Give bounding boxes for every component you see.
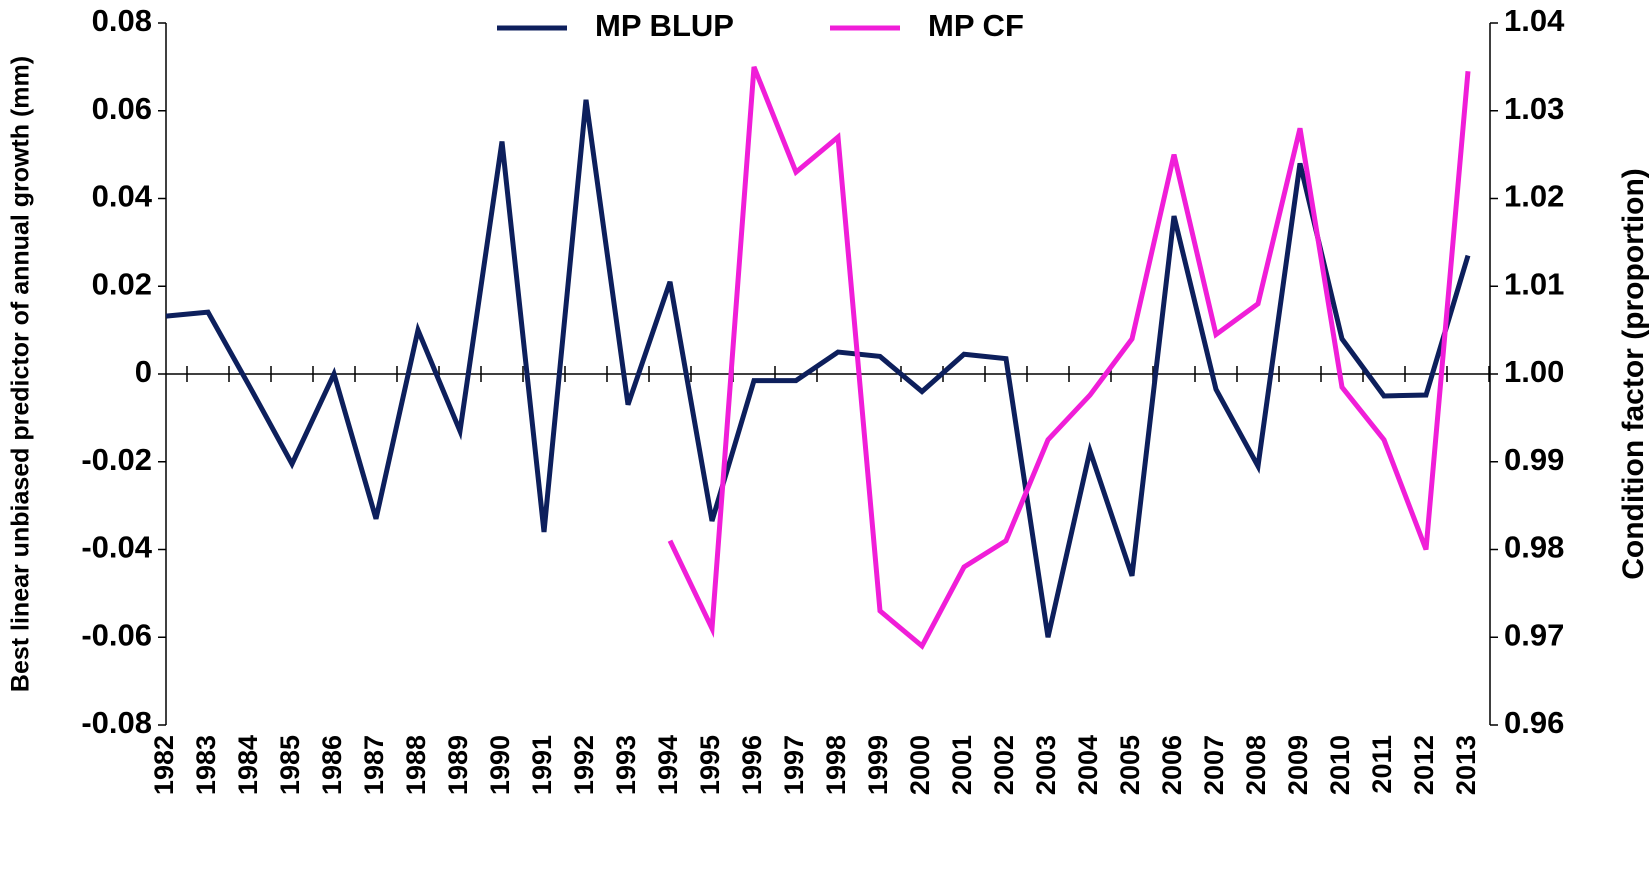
x-tick-label: 1986 bbox=[317, 735, 347, 795]
y-axis-label: Best linear unbiased predictor of annual… bbox=[7, 56, 35, 692]
x-tick-label: 2005 bbox=[1115, 735, 1145, 795]
x-tick-label: 1992 bbox=[569, 735, 599, 795]
y-tick-label: -0.06 bbox=[81, 617, 152, 652]
x-tick-label: 2009 bbox=[1283, 735, 1313, 795]
x-tick-label: 1995 bbox=[695, 735, 725, 795]
x-tick-label: 1985 bbox=[275, 735, 305, 795]
x-tick-label: 2010 bbox=[1325, 735, 1355, 795]
y2-axis-label: Condition factor (proportion) bbox=[1617, 168, 1650, 580]
x-tick-label: 2006 bbox=[1157, 735, 1187, 795]
y2-tick-label: 1.01 bbox=[1504, 266, 1564, 301]
y2-tick-label: 1.00 bbox=[1504, 354, 1564, 389]
data-line bbox=[667, 65, 1471, 650]
x-tick-label: 2004 bbox=[1073, 735, 1103, 795]
x-tick-label: 2011 bbox=[1367, 735, 1397, 794]
y2-tick-label: 0.98 bbox=[1504, 530, 1564, 565]
x-tick-label: 2000 bbox=[905, 735, 935, 795]
y2-tick-label: 0.96 bbox=[1504, 705, 1564, 740]
legend-label: MP CF bbox=[928, 8, 1024, 43]
y-tick-label: 0.08 bbox=[92, 3, 152, 38]
x-tick-label: 1983 bbox=[191, 735, 221, 795]
y-tick-label: -0.02 bbox=[81, 442, 152, 477]
x-tick-label: 1990 bbox=[485, 735, 515, 795]
x-tick-label: 2008 bbox=[1241, 735, 1271, 795]
y-tick-label: 0.04 bbox=[92, 179, 153, 214]
y2-tick-label: 1.04 bbox=[1504, 3, 1565, 38]
x-tick-label: 1999 bbox=[863, 735, 893, 795]
y2-tick-label: 0.99 bbox=[1504, 442, 1564, 477]
data-line bbox=[165, 99, 1471, 638]
x-tick-label: 1982 bbox=[149, 735, 179, 795]
x-tick-label: 2001 bbox=[947, 735, 977, 795]
x-tick-label: 1991 bbox=[527, 735, 557, 795]
x-tick-label: 2003 bbox=[1031, 735, 1061, 795]
y-tick-label: -0.08 bbox=[81, 705, 152, 740]
y2-tick-label: 1.02 bbox=[1504, 179, 1564, 214]
y-tick-label: 0.06 bbox=[92, 91, 152, 126]
y2-tick-label: 0.97 bbox=[1504, 617, 1564, 652]
x-tick-label: 1984 bbox=[233, 735, 263, 795]
y-tick-label: 0.02 bbox=[92, 266, 152, 301]
x-tick-label: 1988 bbox=[401, 735, 431, 795]
y-tick-label: 0 bbox=[135, 354, 152, 389]
x-tick-label: 2013 bbox=[1451, 735, 1481, 795]
x-tick-label: 1997 bbox=[779, 735, 809, 795]
x-tick-label: 1998 bbox=[821, 735, 851, 795]
x-tick-label: 1994 bbox=[653, 735, 683, 795]
x-tick-label: 1987 bbox=[359, 735, 389, 795]
legend-label: MP BLUP bbox=[595, 8, 734, 43]
y2-tick-label: 1.03 bbox=[1504, 91, 1564, 126]
x-tick-label: 2012 bbox=[1409, 735, 1439, 795]
x-tick-label: 1993 bbox=[611, 735, 641, 795]
x-tick-label: 2002 bbox=[989, 735, 1019, 795]
x-tick-label: 1989 bbox=[443, 735, 473, 795]
x-tick-label: 2007 bbox=[1199, 735, 1229, 795]
x-tick-label: 1996 bbox=[737, 735, 767, 795]
y-tick-label: -0.04 bbox=[81, 530, 152, 565]
